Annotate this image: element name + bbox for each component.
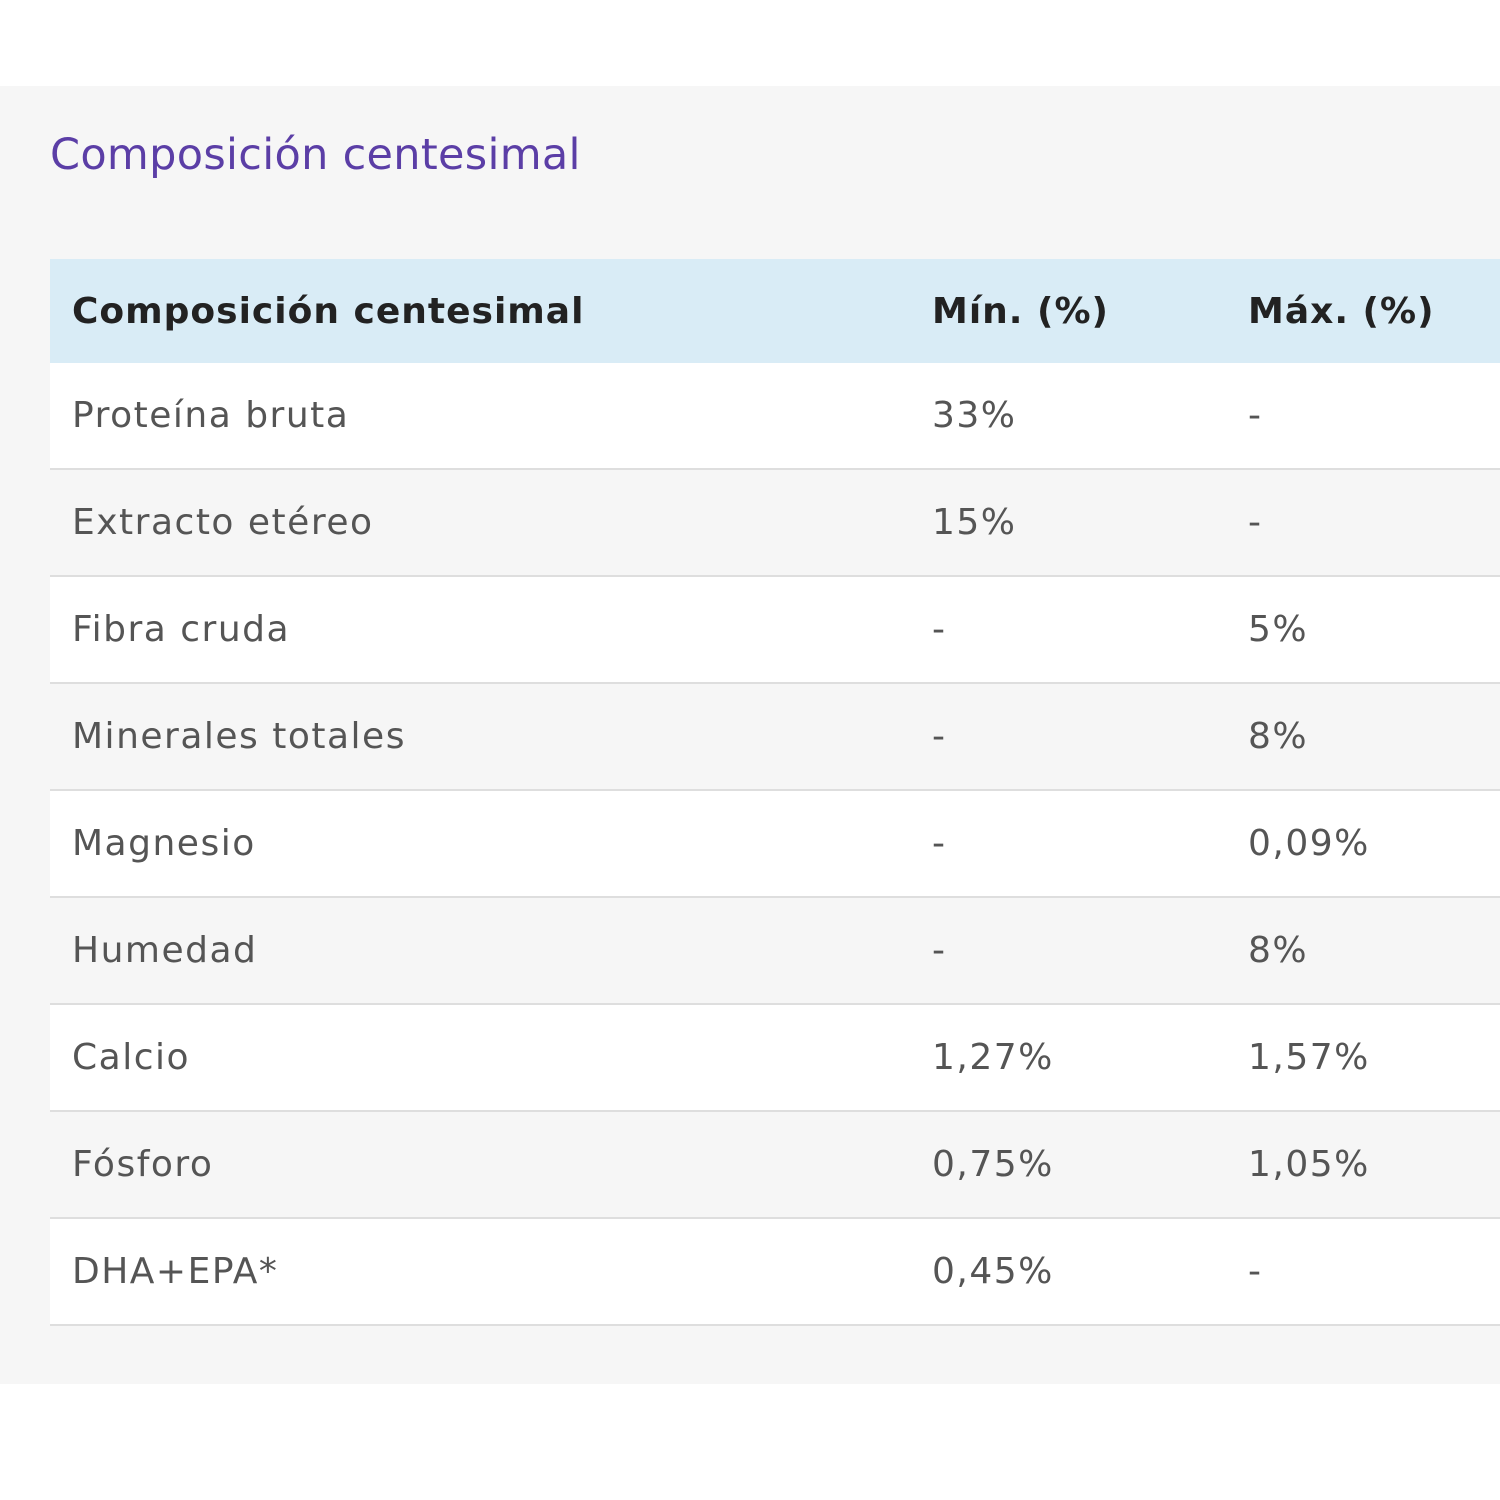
composition-panel: Composición centesimal Composición cente… <box>0 86 1500 1384</box>
header-max: Máx. (%) <box>1226 259 1500 363</box>
min-cell: - <box>910 897 1226 1005</box>
table-row: Fósforo 0,75% 1,05% <box>50 1111 1500 1219</box>
header-nutrient: Composición centesimal <box>50 259 910 363</box>
nutrient-cell: Minerales totales <box>50 683 910 791</box>
table-row: Humedad - 8% <box>50 897 1500 1005</box>
min-cell: - <box>910 683 1226 791</box>
min-cell: 0,75% <box>910 1111 1226 1219</box>
max-cell: 8% <box>1226 683 1500 791</box>
max-cell: 1,57% <box>1226 1004 1500 1112</box>
max-cell: - <box>1226 363 1500 470</box>
nutrient-cell: Extracto etéreo <box>50 469 910 577</box>
nutrient-cell: Calcio <box>50 1004 910 1112</box>
nutrient-cell: DHA+EPA* <box>50 1218 910 1326</box>
section-title: Composición centesimal <box>50 130 581 180</box>
table-row: Magnesio - 0,09% <box>50 790 1500 898</box>
table-row: DHA+EPA* 0,45% - <box>50 1218 1500 1326</box>
header-min: Mín. (%) <box>910 259 1226 363</box>
nutrient-cell: Fósforo <box>50 1111 910 1219</box>
table-row: Fibra cruda - 5% <box>50 576 1500 684</box>
nutrient-cell: Proteína bruta <box>50 363 910 470</box>
min-cell: - <box>910 576 1226 684</box>
table-row: Proteína bruta 33% - <box>50 363 1500 470</box>
max-cell: 5% <box>1226 576 1500 684</box>
max-cell: 8% <box>1226 897 1500 1005</box>
composition-table: Composición centesimal Mín. (%) Máx. (%)… <box>50 259 1500 1326</box>
max-cell: 1,05% <box>1226 1111 1500 1219</box>
min-cell: - <box>910 790 1226 898</box>
max-cell: 0,09% <box>1226 790 1500 898</box>
max-cell: - <box>1226 469 1500 577</box>
table-row: Calcio 1,27% 1,57% <box>50 1004 1500 1112</box>
nutrient-cell: Humedad <box>50 897 910 1005</box>
table-row: Minerales totales - 8% <box>50 683 1500 791</box>
table-row: Extracto etéreo 15% - <box>50 469 1500 577</box>
min-cell: 15% <box>910 469 1226 577</box>
min-cell: 33% <box>910 363 1226 470</box>
nutrient-cell: Fibra cruda <box>50 576 910 684</box>
min-cell: 0,45% <box>910 1218 1226 1326</box>
table-header-row: Composición centesimal Mín. (%) Máx. (%) <box>50 259 1500 363</box>
max-cell: - <box>1226 1218 1500 1326</box>
nutrient-cell: Magnesio <box>50 790 910 898</box>
min-cell: 1,27% <box>910 1004 1226 1112</box>
